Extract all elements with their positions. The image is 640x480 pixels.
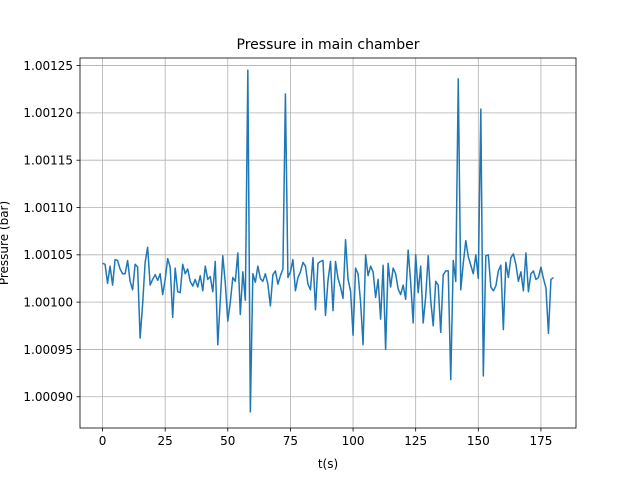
chart-title: Pressure in main chamber xyxy=(237,37,420,53)
y-tick-label: 1.00115 xyxy=(23,153,73,167)
x-tick-label: 75 xyxy=(283,434,298,448)
y-tick-label: 1.00095 xyxy=(23,343,73,357)
pressure-series-line xyxy=(102,69,554,413)
y-tick-label: 1.00100 xyxy=(23,295,73,309)
x-tick-label: 125 xyxy=(404,434,427,448)
y-tick-label: 1.00110 xyxy=(23,201,73,215)
y-tick-label: 1.00125 xyxy=(23,59,73,73)
y-axis-label: Pressure (bar) xyxy=(0,201,11,285)
x-tick-label: 150 xyxy=(467,434,490,448)
x-tick-label: 100 xyxy=(342,434,365,448)
x-tick-label: 175 xyxy=(529,434,552,448)
x-tick-label: 0 xyxy=(99,434,107,448)
x-tick-label: 25 xyxy=(158,434,173,448)
x-axis-ticks: 0 25 50 75 100 125 150 175 xyxy=(99,428,552,448)
plot-area-frame xyxy=(79,57,577,429)
x-tick-label: 50 xyxy=(220,434,235,448)
y-tick-label: 1.00105 xyxy=(23,248,73,262)
x-axis-label: t(s) xyxy=(318,457,338,471)
grid xyxy=(80,58,576,428)
y-axis-ticks: 1.00090 1.00095 1.00100 1.00105 1.00110 1.001… xyxy=(23,59,80,404)
y-tick-label: 1.00120 xyxy=(23,106,73,120)
y-tick-label: 1.00090 xyxy=(23,390,73,404)
